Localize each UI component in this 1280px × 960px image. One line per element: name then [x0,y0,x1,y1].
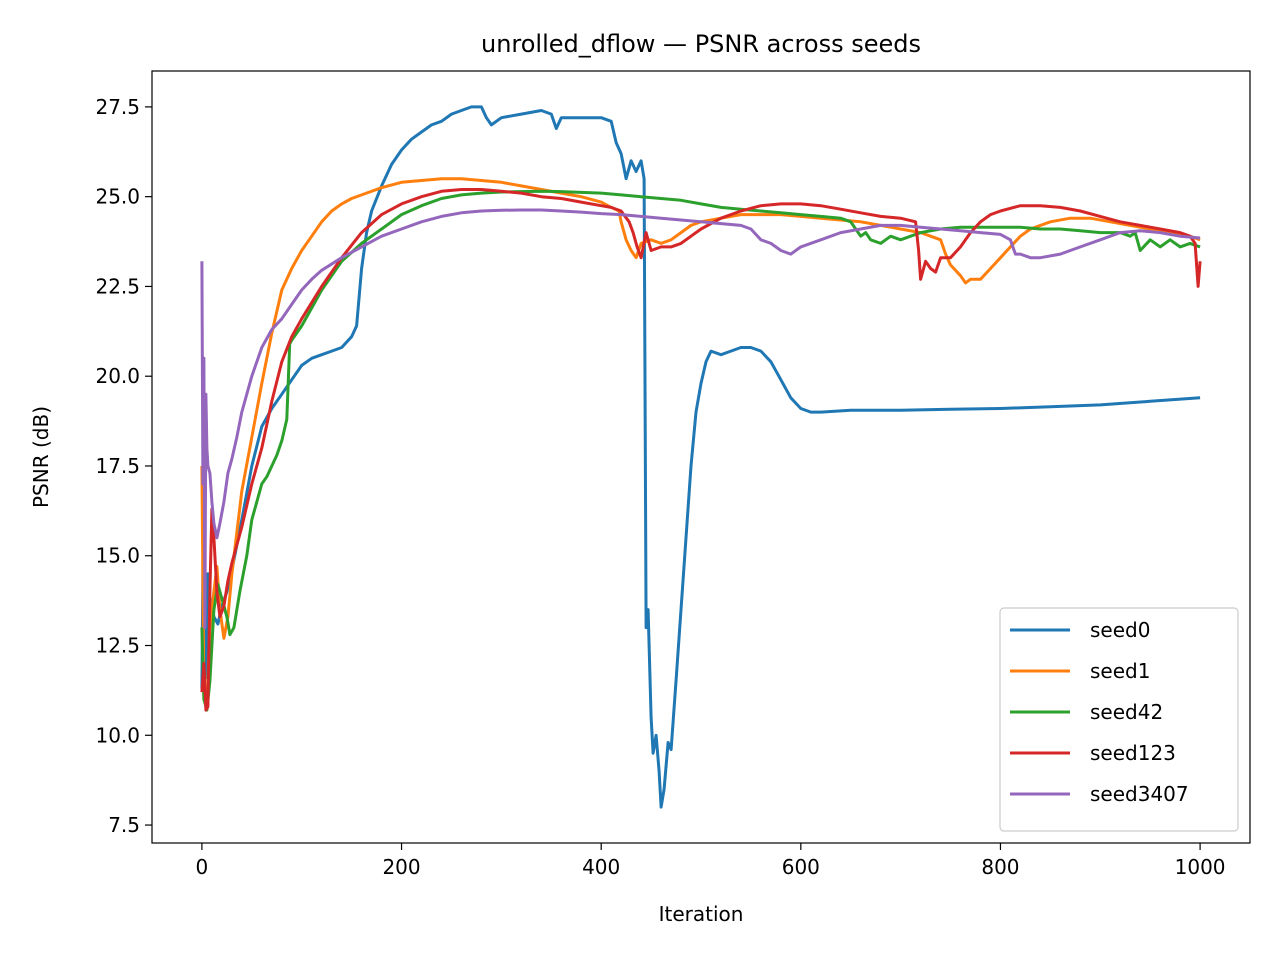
legend-label-seed42: seed42 [1090,700,1163,724]
legend-box [999,607,1239,832]
x-tick-label: 200 [382,855,420,879]
plot-frame [151,70,1251,844]
y-tick-label: 27.5 [95,95,140,119]
legend-label-seed123: seed123 [1090,741,1176,765]
legend-label-seed3407: seed3407 [1090,782,1189,806]
y-tick-label: 10.0 [95,723,140,747]
series-line-seed42 [200,189,1201,712]
x-tick-label: 600 [782,855,820,879]
legend-label-seed0: seed0 [1090,618,1150,642]
y-tick-label: 7.5 [108,813,140,837]
y-axis-title: PSNR (dB) [29,406,53,508]
y-axis: 7.5 10.0 12.5 15.0 17.5 20.0 22.5 25.0 27.5 [95,95,152,837]
x-tick-label: 800 [981,855,1019,879]
series-line-seed123 [200,188,1202,712]
x-tick-label: 0 [196,855,209,879]
y-tick-label: 22.5 [95,274,140,298]
y-tick-label: 15.0 [95,544,140,568]
x-axis-title: Iteration [659,902,744,926]
y-tick-label: 12.5 [95,634,140,658]
legend-label-seed1: seed1 [1090,659,1150,683]
x-axis: 0 200 400 600 800 1000 [196,843,1226,879]
series-line-seed0 [200,105,1201,809]
y-tick-label: 17.5 [95,454,140,478]
series-layer [200,105,1202,809]
series-line-seed1 [200,177,1201,709]
x-tick-label: 1000 [1175,855,1226,879]
chart-title: unrolled_dflow — PSNR across seeds [481,30,921,58]
x-tick-label: 400 [582,855,620,879]
y-tick-label: 20.0 [95,364,140,388]
legend: seed0 seed1 seed42 seed123 seed3407 [999,607,1239,832]
series-line-seed3407 [200,208,1201,630]
y-tick-label: 25.0 [95,185,140,209]
